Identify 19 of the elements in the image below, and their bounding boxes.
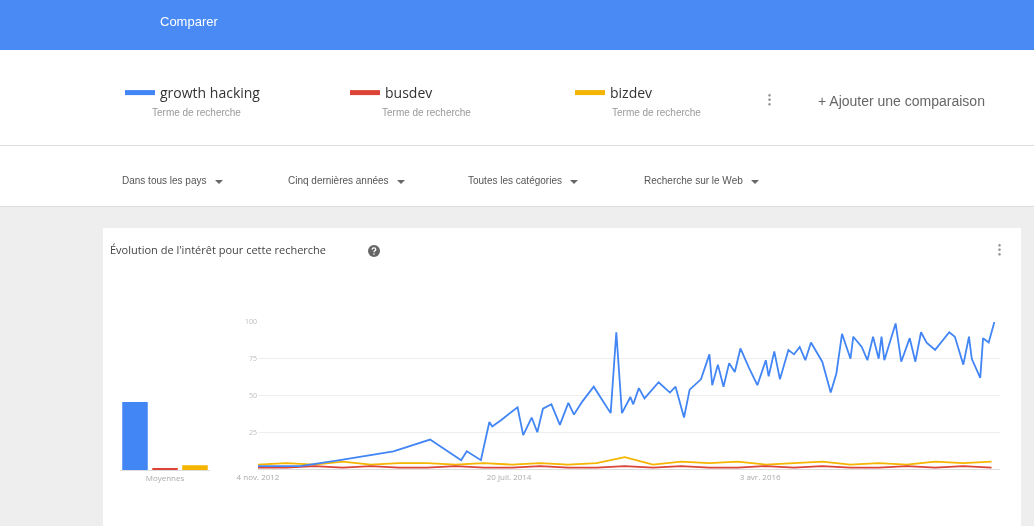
text: Cinq dernières années xyxy=(288,175,389,186)
text: Toutes les catégories xyxy=(468,175,562,186)
legend-label: busdev xyxy=(385,83,433,103)
legend-label: bizdev xyxy=(610,83,653,103)
line-series xyxy=(258,456,993,466)
text: Terme de recherche xyxy=(612,107,701,118)
text: Terme de recherche xyxy=(382,107,471,118)
line-series xyxy=(258,322,996,467)
text: Terme de recherche xyxy=(152,107,241,118)
chart-title: Évolution de l'intérêt pour cette recherche xyxy=(110,241,327,257)
text: Comparer xyxy=(160,14,218,29)
x-tick-label: 20 juil. 2014 xyxy=(486,470,532,482)
legend-label: growth hacking xyxy=(160,83,261,103)
text: Recherche sur le Web xyxy=(644,175,743,186)
x-tick-label: 4 nov. 2012 xyxy=(236,470,280,482)
x-tick-label: Moyennes xyxy=(145,471,185,483)
text: + Ajouter une comparaison xyxy=(818,93,985,109)
x-tick-label: 3 avr. 2016 xyxy=(739,470,782,482)
text: Dans tous les pays xyxy=(122,175,207,186)
